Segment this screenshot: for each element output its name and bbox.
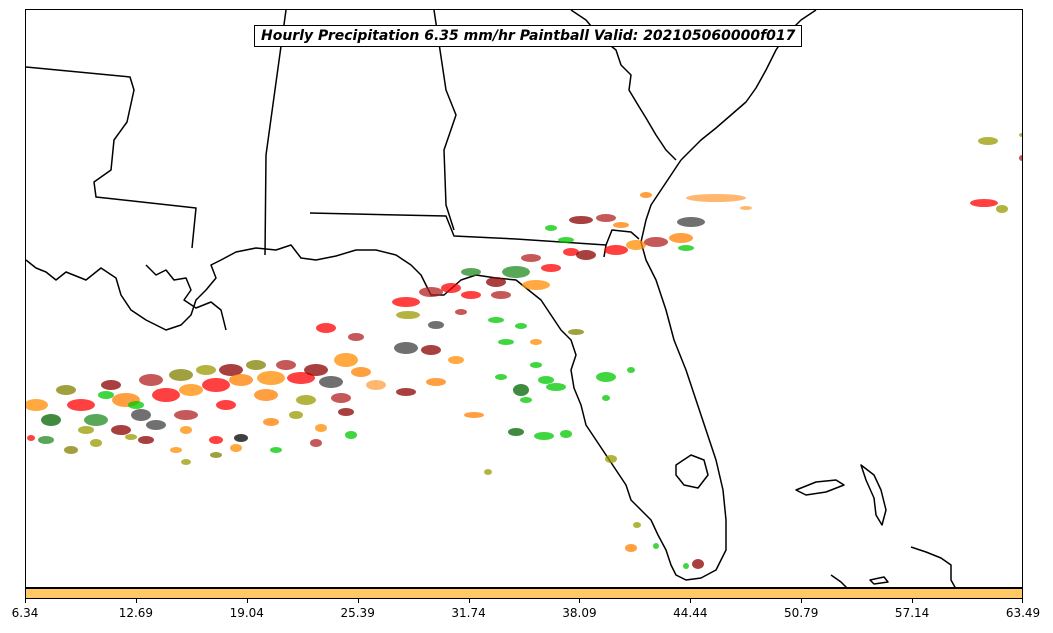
map-canvas — [26, 10, 1022, 587]
map-frame: Hourly Precipitation 6.35 mm/hr Paintbal… — [25, 9, 1023, 588]
florida-cells — [464, 317, 704, 569]
state-border-ga-fl — [605, 229, 640, 246]
colorbar-tick-label: 50.79 — [784, 606, 819, 620]
mississippi-delta — [145, 264, 227, 331]
atlantic-cells — [970, 133, 1022, 213]
map-title: Hourly Precipitation 6.35 mm/hr Paintbal… — [254, 25, 803, 47]
panhandle-cells — [316, 192, 752, 355]
colorbar-tick-label: 12.69 — [118, 606, 154, 620]
colorbar-tick-label: 19.04 — [229, 606, 264, 620]
colorbar-tick-label: 6.34 — [11, 606, 39, 620]
colorbar-tick-mark — [25, 599, 26, 603]
colorbar-tick-mark — [801, 599, 803, 603]
colorbar-tick-mark — [468, 599, 470, 603]
colorbar-tick-mark — [357, 599, 359, 603]
state-border-ms-al — [264, 10, 287, 256]
gulf-squall-line — [26, 353, 464, 465]
colorbar-tick-mark — [135, 599, 137, 603]
colorbar-tick-label: 57.14 — [894, 606, 930, 620]
precip-blobs — [26, 133, 1022, 569]
colorbar-tick-label: 31.74 — [451, 606, 486, 620]
gulf-coastline — [26, 159, 727, 581]
colorbar-tick-mark — [912, 599, 914, 603]
lake-okeechobee — [675, 454, 709, 489]
colorbar-tick-label: 38.09 — [562, 606, 597, 620]
state-border-al-ga — [433, 10, 457, 231]
bahamas-abaco — [860, 464, 887, 526]
colorbar-tick-mark — [579, 599, 581, 603]
colorbar-tick-label: 63.49 — [1005, 606, 1041, 620]
colorbar-tick-label: 44.44 — [673, 606, 708, 620]
colorbar-tick-mark — [1022, 599, 1023, 603]
colorbar-tick-mark — [690, 599, 692, 603]
colorbar — [25, 588, 1023, 599]
islet — [869, 576, 889, 585]
cuba-coast — [910, 546, 956, 587]
colorbar-tick-mark — [246, 599, 248, 603]
state-border-ar-ms — [26, 66, 197, 249]
state-border-al-fl — [309, 212, 607, 258]
cuba-west — [830, 574, 848, 587]
bahamas-andros — [795, 479, 845, 496]
colorbar-tick-label: 25.39 — [340, 606, 375, 620]
